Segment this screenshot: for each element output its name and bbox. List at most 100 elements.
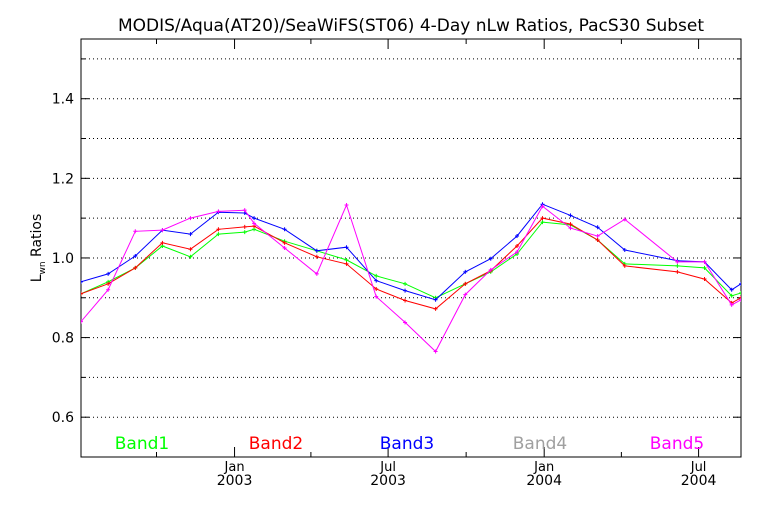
data-point-band2 [188,247,193,252]
data-point-band2 [739,295,741,300]
data-point-band5 [595,234,600,239]
data-point-band3 [374,278,379,283]
data-point-band5 [675,259,680,264]
data-point-band1 [374,273,379,278]
data-point-band2 [160,240,165,245]
data-point-band5 [282,246,287,250]
legend: Band1 Band2 Band3 Band4 Band5 [115,434,704,454]
data-point-band3 [739,281,741,286]
data-point-band2 [595,238,600,243]
data-point-band1 [675,263,680,268]
data-point-band5 [252,221,257,226]
data-point-band2 [403,298,408,303]
data-point-band3 [314,248,319,253]
data-point-band3 [729,287,734,292]
data-point-band1 [729,293,734,298]
data-point-band3 [463,269,468,274]
data-point-band2 [622,263,627,268]
data-point-band5 [188,216,193,221]
axes: 0.60.81.01.21.4Jan2003Jul2003Jan2004Jul2… [52,39,741,489]
data-point-band3 [515,234,520,239]
data-point-band3 [622,247,627,252]
data-point-band5 [540,204,545,209]
legend-label-band4: Band4 [513,434,567,454]
data-point-band1 [540,220,545,225]
y-tick-label: 1.0 [52,251,74,267]
x-tick-month-label: Jul [379,460,396,475]
data-point-band1 [702,265,707,270]
data-point-band2 [242,224,247,229]
data-point-band2 [433,306,438,311]
data-point-band3 [282,227,287,232]
series-line-band5 [81,203,741,353]
data-point-band5 [242,208,247,213]
data-point-band5 [433,349,438,354]
series-line-band3 [81,203,741,301]
data-point-band5 [622,217,627,222]
data-point-band2 [81,291,83,296]
x-tick-month-label: Jan [224,460,245,475]
data-point-band1 [188,254,193,259]
data-point-band2 [282,240,287,245]
data-point-band5 [568,226,573,231]
data-point-band5 [344,203,349,208]
data-point-band2 [675,269,680,274]
data-point-band5 [702,259,707,264]
legend-label-band5: Band5 [650,434,704,454]
y-tick-label: 0.6 [52,410,74,426]
data-point-band1 [216,232,221,237]
data-point-band2 [540,216,545,221]
data-point-band5 [81,319,83,324]
series-line-band2 [81,217,741,310]
data-point-band5 [374,294,379,299]
data-point-band5 [463,292,468,297]
data-point-band5 [133,229,138,234]
data-point-band1 [242,230,247,235]
data-point-band3 [188,232,193,237]
data-point-band5 [160,228,165,233]
data-point-band5 [729,302,734,307]
y-axis-label-rest: Ratios [29,214,45,262]
data-point-band1 [739,290,741,295]
data-point-band2 [106,281,111,286]
x-tick-year-label: 2003 [217,473,253,489]
data-point-band5 [739,297,741,302]
data-point-band3 [568,213,573,218]
data-point-band3 [595,225,600,230]
y-tick-label: 0.8 [52,331,74,347]
legend-label-band3: Band3 [380,434,434,454]
data-point-band5 [314,271,319,276]
plot-frame [80,38,742,458]
legend-label-band2: Band2 [249,434,303,454]
data-point-band3 [433,297,438,302]
data-point-band1 [403,281,408,286]
x-tick-month-label: Jan [533,460,554,475]
data-point-band3 [81,279,83,284]
data-point-band2 [463,281,468,286]
x-tick-month-label: Jul [690,460,707,475]
y-tick-label: 1.4 [52,92,74,108]
data-point-band5 [488,267,493,272]
series [81,202,741,354]
data-point-band5 [216,209,221,214]
y-axis-label-main: L [29,274,45,282]
data-point-band3 [344,245,349,250]
data-point-band3 [488,256,493,261]
y-axis-label-subscript: wn [38,261,48,274]
data-point-band5 [515,249,520,254]
x-tick-year-label: 2004 [681,473,717,489]
data-point-band5 [106,287,111,292]
x-tick-year-label: 2004 [526,473,562,489]
data-point-band2 [702,277,707,282]
data-point-band3 [403,288,408,293]
grid-lines [81,58,741,418]
data-point-band3 [252,216,257,221]
data-point-band2 [568,222,573,227]
data-point-band2 [515,244,520,249]
data-point-band2 [216,227,221,232]
data-point-band2 [344,261,349,266]
data-point-band3 [106,271,111,276]
y-tick-label: 1.2 [52,171,74,187]
data-point-band1 [344,257,349,262]
